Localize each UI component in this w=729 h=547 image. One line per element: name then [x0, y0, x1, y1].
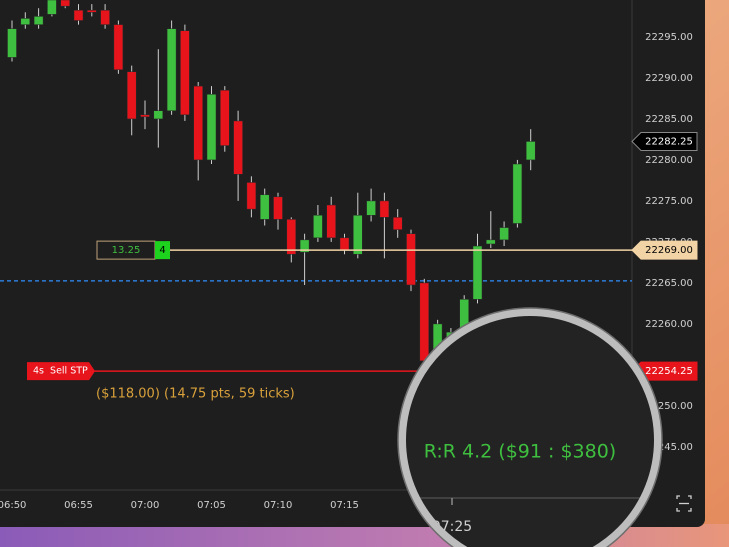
- y-tick-label: 22245.00: [645, 442, 693, 453]
- candle-body: [486, 239, 496, 245]
- magnifier-rr-text: R:R 4.2 ($91 : $380): [424, 441, 616, 463]
- candle-body: [339, 237, 350, 251]
- candle-body: [73, 10, 84, 21]
- candle-body: [273, 196, 283, 220]
- candle-body: [153, 110, 164, 120]
- stop-order-info: ($118.00) (14.75 pts, 59 ticks): [96, 387, 295, 402]
- overlay: 13.25 4 4s Sell STP ($118.00) (14.75 pts, 5…: [27, 240, 663, 547]
- candle-body: [406, 233, 416, 286]
- magnifier-lens: [402, 312, 658, 547]
- candle-body: [499, 227, 509, 241]
- candle-body: [126, 71, 137, 120]
- y-tick-label: 22260.00: [645, 319, 693, 330]
- y-tick-label: 22290.00: [645, 73, 693, 84]
- price-tag-label: 22254.25: [645, 366, 693, 377]
- candle-body: [246, 182, 257, 210]
- candle-body: [392, 217, 403, 230]
- candle-body: [259, 194, 270, 220]
- x-tick-label: 07:00: [131, 500, 160, 511]
- candle-body: [7, 28, 17, 58]
- screenshot-icon[interactable]: [676, 495, 692, 512]
- candle-body: [180, 30, 190, 116]
- y-tick-label: 22265.00: [645, 278, 693, 289]
- candle-body: [206, 94, 217, 161]
- target-order-qty-box: [155, 241, 170, 260]
- candle-body: [512, 163, 523, 224]
- candle-body: [220, 89, 230, 146]
- candle-body: [47, 0, 57, 15]
- candle-body: [525, 141, 536, 161]
- y-tick-label: 22280.00: [645, 155, 693, 166]
- price-tag-label: 22282.25: [645, 136, 693, 147]
- y-tick-label: 22275.00: [645, 196, 693, 207]
- candle-body: [113, 24, 124, 70]
- icon-frame: [676, 495, 692, 512]
- x-tick-label: 06:50: [0, 500, 26, 511]
- candle-body: [353, 215, 363, 255]
- y-tick-label: 22295.00: [645, 32, 693, 43]
- x-tick-label: 07:15: [330, 500, 359, 511]
- candle-body: [60, 0, 70, 7]
- candle-body: [366, 200, 376, 216]
- candle-body: [33, 16, 44, 25]
- candle-body: [166, 28, 177, 111]
- x-tick-label: 07:05: [197, 500, 226, 511]
- candle-body: [299, 239, 310, 253]
- x-tick-label: 06:55: [64, 500, 93, 511]
- x-tick-label: 07:10: [264, 500, 293, 511]
- plot: [0, 0, 632, 365]
- price-tag: [631, 240, 698, 260]
- target-order-label: 13.25: [112, 245, 141, 256]
- candle-body: [286, 219, 297, 255]
- candle-body: [472, 245, 483, 300]
- candle-body: [140, 114, 150, 118]
- y-tick-label: 22250.00: [645, 401, 693, 412]
- candle-body: [20, 18, 31, 25]
- candle-body: [379, 200, 390, 218]
- candle-body: [419, 282, 430, 362]
- candle-body: [87, 10, 97, 13]
- candle-body: [313, 215, 323, 239]
- axes: 22245.0022250.0022260.0022265.0022270.00…: [0, 32, 698, 511]
- price-tag: [631, 131, 698, 151]
- candle-body: [326, 204, 336, 239]
- stop-order-label: 4s Sell STP: [33, 366, 88, 377]
- candle-body: [100, 10, 110, 25]
- magnifier-ring: [398, 308, 662, 547]
- price-tag-label: 22269.00: [645, 245, 693, 256]
- candle-body: [193, 85, 203, 161]
- magnifier-ring-edge: [397, 307, 663, 547]
- stop-order-tag: [27, 362, 95, 381]
- y-tick-label: 22285.00: [645, 114, 693, 125]
- candle-body: [233, 120, 243, 175]
- target-order-qty: 4: [159, 245, 165, 256]
